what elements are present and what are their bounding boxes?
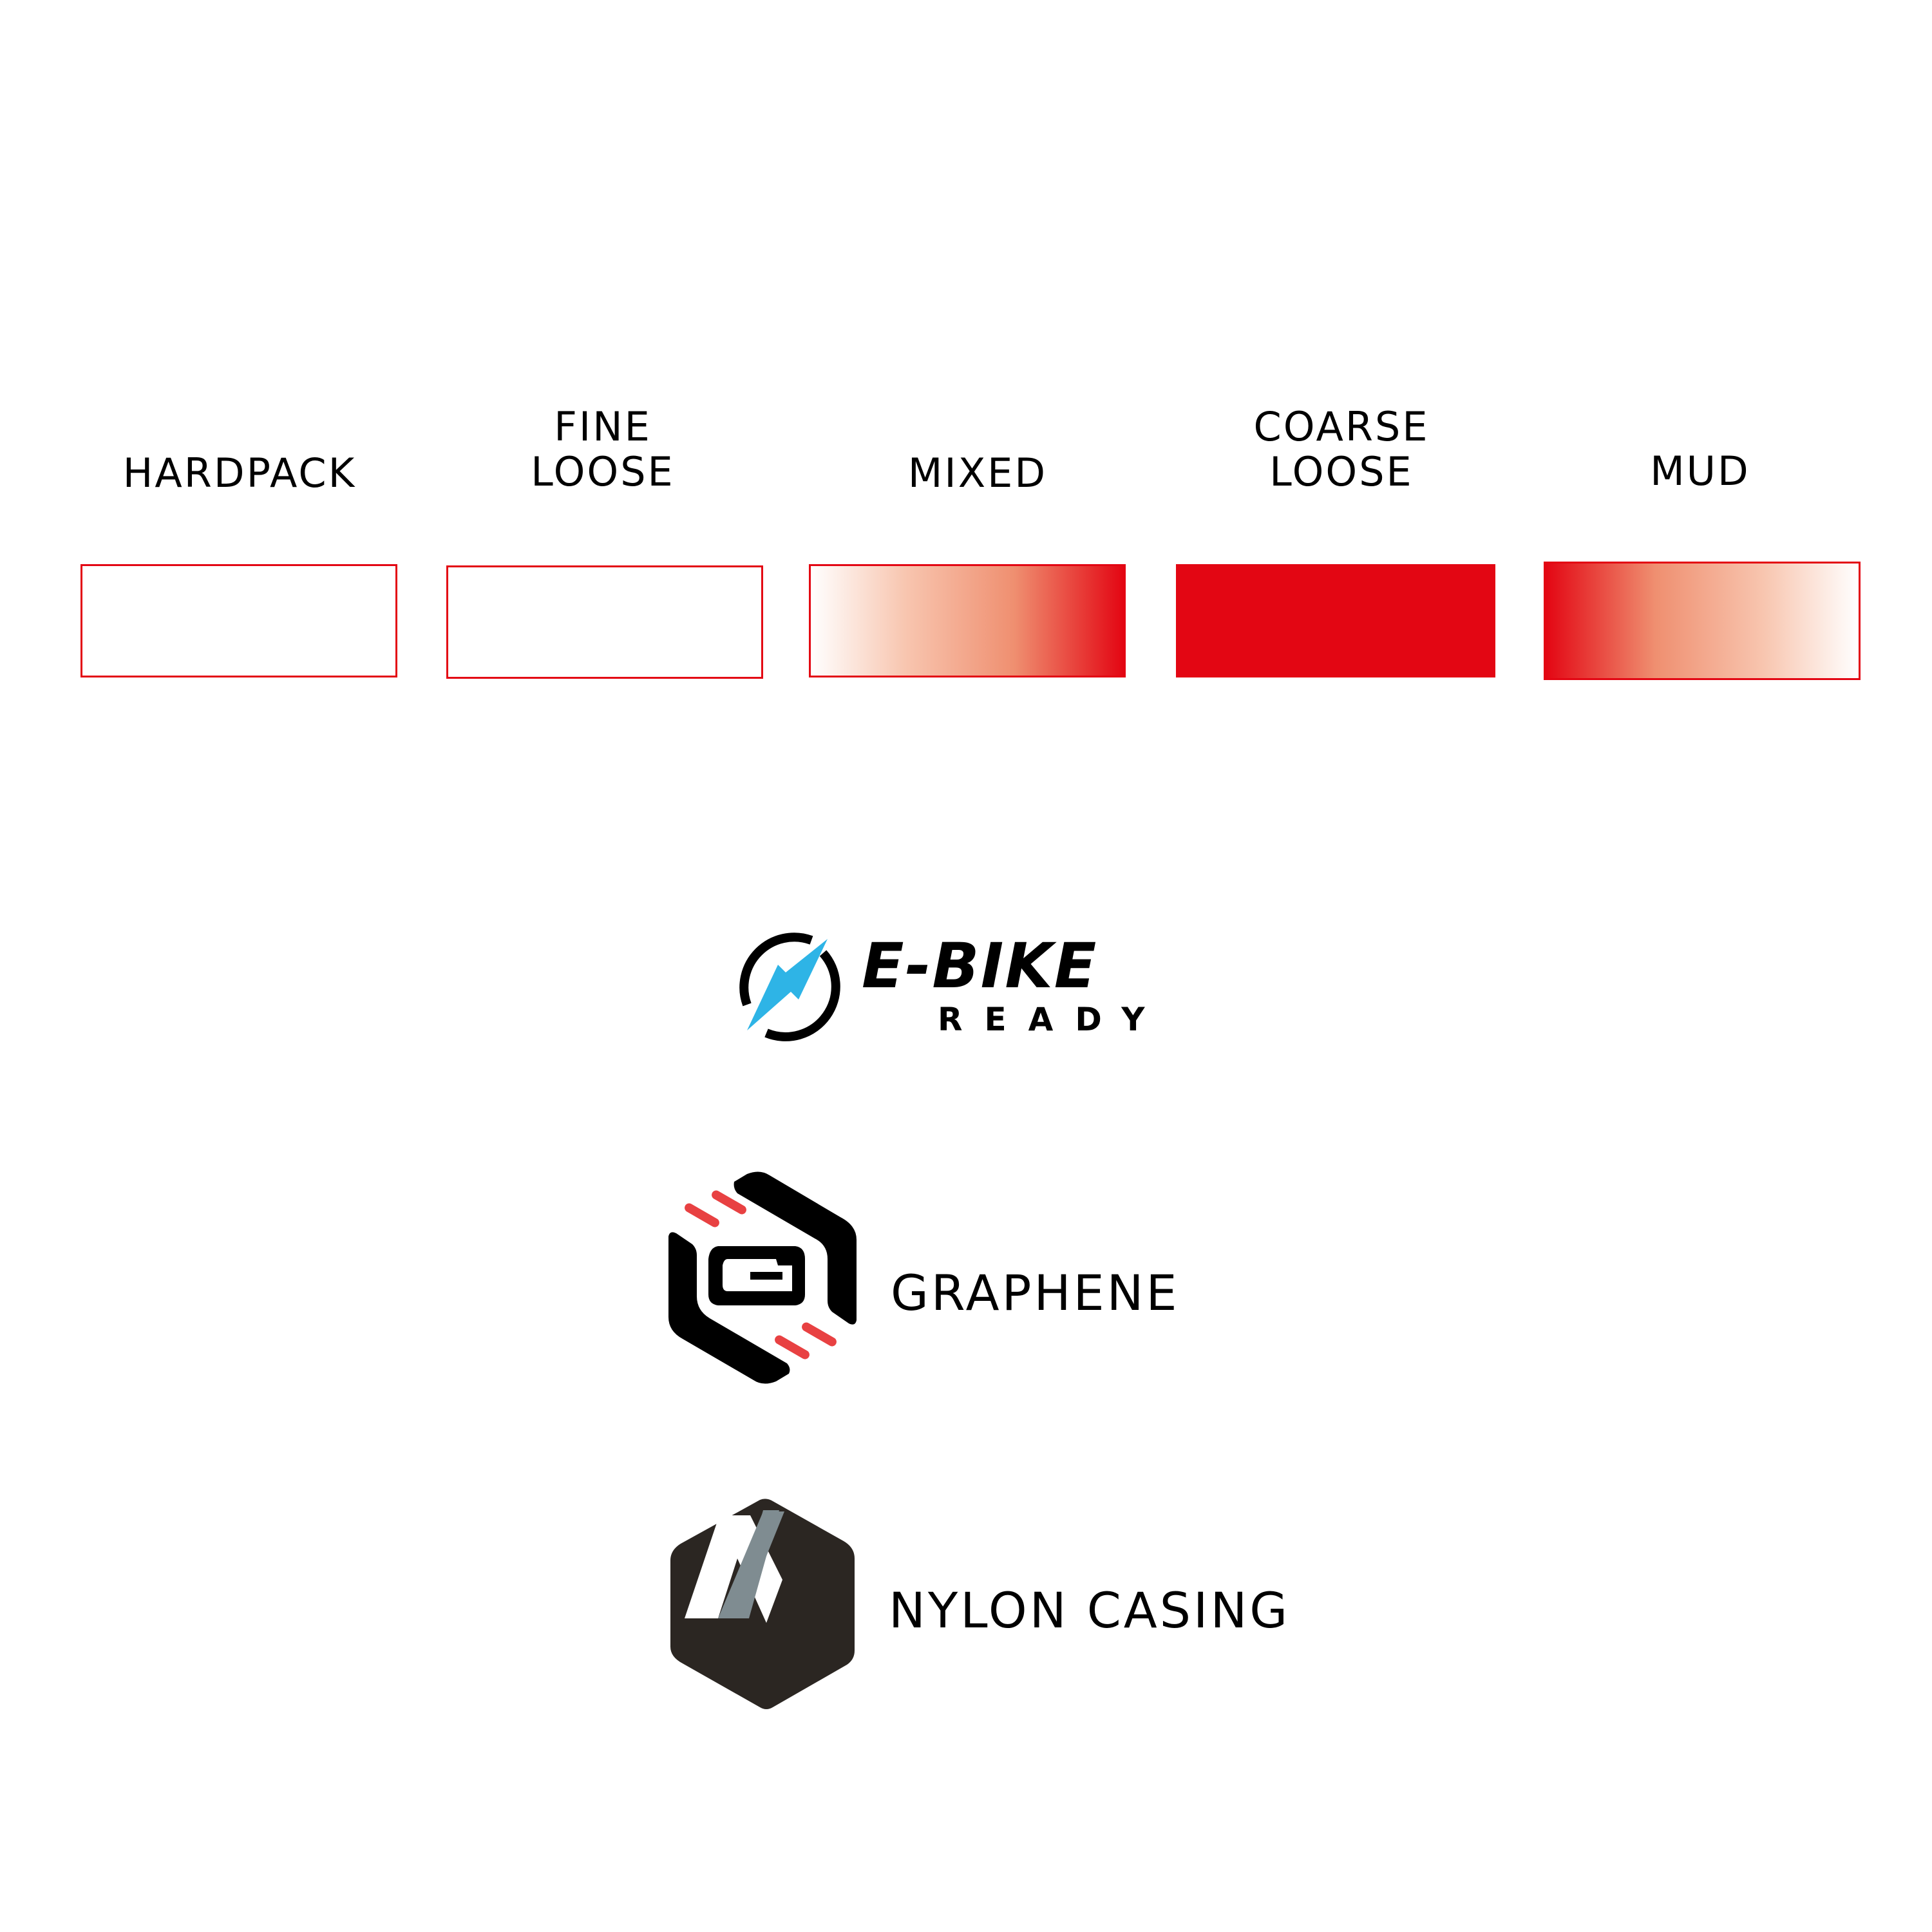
terrain-label-mixed: MIXED bbox=[908, 451, 1047, 496]
label-line: HARDPACK bbox=[122, 450, 357, 497]
nylon-label: NYLON CASING bbox=[889, 1582, 1291, 1639]
label-line: LOOSE bbox=[1269, 448, 1414, 495]
label-line: COARSE bbox=[1253, 403, 1430, 450]
ebike-subtitle: READY bbox=[938, 1001, 1167, 1038]
label-line: LOOSE bbox=[531, 448, 675, 495]
nylon-hexagon-n-icon bbox=[670, 1499, 855, 1709]
terrain-label-hardpack: HARDPACK bbox=[123, 451, 357, 496]
label-line: MIXED bbox=[907, 450, 1048, 497]
graphene-hexagon-g-icon bbox=[668, 1171, 857, 1384]
terrain-swatch-mud bbox=[1544, 562, 1861, 680]
label-line: FINE bbox=[554, 403, 652, 450]
ebike-title: E-BIKE bbox=[862, 930, 1098, 1002]
terrain-label-mud: MUD bbox=[1650, 449, 1750, 494]
graphene-label: GRAPHENE bbox=[891, 1264, 1180, 1321]
terrain-swatch-fine-loose bbox=[446, 565, 763, 679]
terrain-label-coarse-loose: COARSE LOOSE bbox=[1253, 404, 1429, 495]
lightning-power-icon bbox=[739, 933, 840, 1041]
terrain-swatch-hardpack bbox=[80, 564, 397, 677]
terrain-swatch-coarse-loose bbox=[1176, 564, 1495, 677]
label-line: MUD bbox=[1650, 448, 1750, 495]
terrain-swatch-mixed bbox=[809, 564, 1126, 677]
terrain-label-fine-loose: FINE LOOSE bbox=[531, 404, 674, 495]
